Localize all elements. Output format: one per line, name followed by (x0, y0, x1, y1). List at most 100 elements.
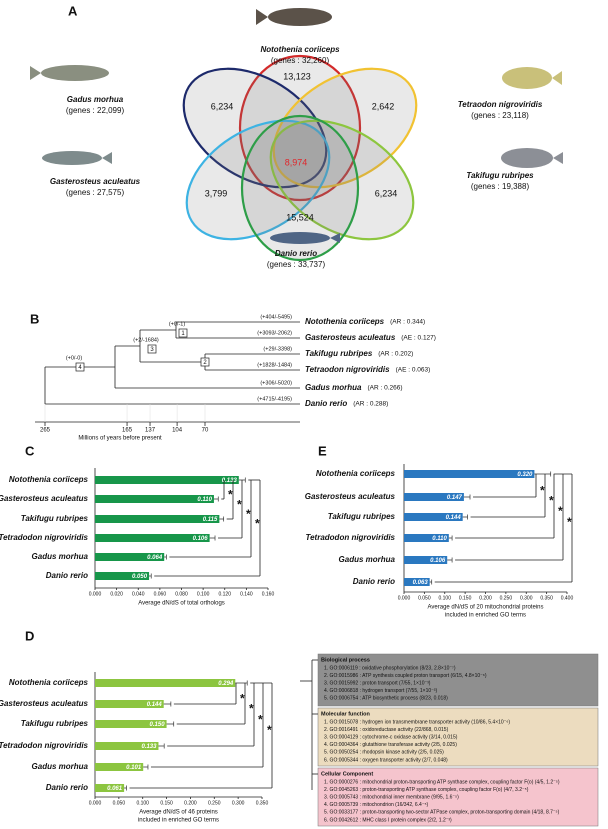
branch-change: (+4715/-4195) (257, 396, 292, 402)
x-tick-label: 70 (202, 428, 209, 434)
node-change: (+2/-1684) (133, 337, 159, 343)
fish (270, 232, 330, 244)
bar (95, 763, 144, 771)
x-tick-label: 0.200 (479, 595, 492, 601)
category-label: Tetradodon nigroviridis (0, 741, 89, 750)
bar (404, 556, 448, 564)
value-label: 0.106 (430, 558, 446, 564)
category-label: Notothenia coriiceps (9, 475, 89, 484)
gene-count: (genes : 23,118) (471, 111, 529, 120)
significance-star: * (228, 488, 233, 502)
bar (95, 700, 164, 708)
error-bar (463, 494, 471, 500)
species-name: Gadus morhua (305, 383, 362, 392)
venn-count: 3,799 (205, 188, 228, 198)
value-label: 0.110 (432, 536, 447, 542)
panel-label: B (30, 311, 39, 326)
error-bar (219, 516, 225, 522)
error-bar (213, 496, 219, 502)
error-bar (448, 535, 453, 541)
x-tick-label: 0.000 (89, 800, 102, 806)
venn-set (240, 114, 360, 262)
venn-count: 2,642 (372, 101, 395, 111)
fish (501, 148, 553, 168)
x-tick-label: 0.140 (240, 591, 253, 597)
go-term: 1. GO:0015078 : hydrogen ion transmembra… (324, 719, 510, 725)
error-bar (149, 573, 152, 579)
bar (95, 720, 167, 728)
venn-count: 6,234 (375, 188, 398, 198)
significance-star: * (249, 702, 254, 716)
branch-change: (+3093/-2062) (257, 330, 292, 336)
value-label: 0.101 (126, 765, 142, 771)
fish (41, 65, 109, 81)
x-tick-label: 0.200 (184, 800, 197, 806)
gene-count: (genes : 33,737) (267, 260, 326, 269)
error-bar (462, 514, 468, 520)
value-label: 0.147 (447, 495, 463, 501)
bar (95, 495, 214, 503)
go-term: 1. GO:0000276 : mitochondrial proton-tra… (324, 779, 560, 785)
significance-star: * (255, 517, 260, 531)
venn-count: 8,974 (285, 157, 308, 167)
bar (404, 470, 535, 478)
species-name: Notothenia coriiceps (305, 317, 385, 326)
go-term: 4. GO:0006818 : hydrogen transport (7/55… (324, 688, 437, 694)
venn-set (182, 67, 328, 189)
x-tick-label: 0.160 (262, 591, 275, 597)
error-bar (235, 680, 248, 686)
category-label: Gasterosteus aculeatus (0, 494, 89, 503)
category-label: Notothenia coriiceps (316, 469, 396, 478)
species-name: Takifugu rubripes (466, 171, 534, 180)
fish (268, 8, 332, 26)
go-term: 5. GO:0006754 : ATP biosynthetic process… (324, 696, 448, 702)
significance-star: * (540, 484, 545, 498)
x-tick-label: 0.100 (136, 800, 149, 806)
branch-change: (+306/-5020) (260, 380, 292, 386)
x-tick-label: 0.350 (256, 800, 269, 806)
node-box (200, 357, 210, 367)
fish (256, 9, 268, 25)
fish (102, 152, 112, 164)
value-label: 0.064 (147, 555, 163, 561)
error-bar (163, 701, 172, 707)
error-bar (534, 471, 552, 477)
category-label: Gasterosteus aculeatus (305, 492, 396, 501)
bar (95, 515, 220, 523)
significance-star: * (558, 504, 563, 518)
go-term: 6. GO:0005344 : oxygen transporter activ… (324, 757, 448, 763)
go-category: Biological process (321, 657, 370, 663)
bar (95, 553, 165, 561)
x-tick-label: 137 (145, 428, 156, 434)
value-label: 0.063 (413, 580, 429, 586)
error-bar (124, 785, 127, 791)
category-label: Takifugu rubripes (21, 514, 89, 523)
category-label: Tetradodon nigroviridis (306, 533, 396, 542)
node-box (178, 328, 188, 338)
category-label: Takifugu rubripes (21, 719, 89, 728)
bar (95, 534, 210, 542)
x-axis-label: Average dN/dS of 46 proteins (139, 810, 218, 816)
x-tick-label: 0.150 (459, 595, 472, 601)
x-tick-label: 0.100 (197, 591, 210, 597)
value-label: 0.061 (107, 786, 123, 792)
error-bar (164, 554, 167, 560)
x-axis-label: included in enriched GO terms (445, 613, 526, 619)
x-tick-label: 0.020 (110, 591, 123, 597)
venn-diagram (182, 54, 418, 262)
x-tick-label: 0.120 (218, 591, 231, 597)
go-term: 4. GO:0005739 : mitochondrion (16/342, 6… (324, 802, 429, 808)
error-bar (143, 764, 149, 770)
error-bar (166, 721, 175, 727)
go-term: 6. GO:0042612 : MHC class I protein comp… (324, 817, 452, 823)
value-label: 0.133 (141, 744, 157, 750)
value-label: 0.144 (446, 515, 462, 521)
branch-change: (+404/-5495) (260, 314, 292, 320)
bar (95, 784, 125, 792)
go-term: 3. GO:0015992 : proton transport (7/55, … (324, 681, 431, 687)
significance-star: * (567, 515, 572, 529)
x-axis-label: included in enriched GO terms (138, 818, 219, 824)
node-change: (+0/-1) (169, 321, 186, 327)
panel-label: A (68, 3, 78, 18)
go-term: 2. GO:0016491 : oxidoreductase activity … (324, 727, 449, 733)
